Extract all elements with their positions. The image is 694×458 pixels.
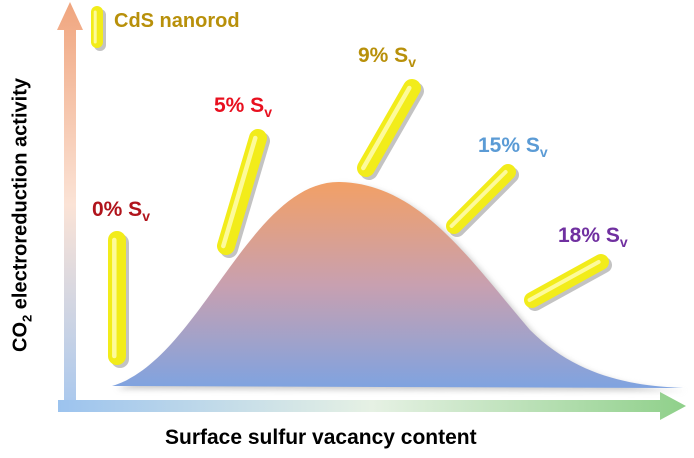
sample-label-subscript: v	[539, 144, 548, 161]
sample-label: 18% Sv	[558, 224, 628, 250]
sample-label: 15% Sv	[478, 134, 548, 160]
sample-label: 0% Sv	[92, 198, 150, 224]
y-axis-arrow	[57, 2, 83, 408]
sample-label-subscript: v	[264, 104, 272, 121]
y-axis-label: CO2 electroreduction activity	[10, 78, 35, 352]
sample-label-text: 9% S	[358, 44, 409, 67]
rod-9-nanorod	[357, 79, 421, 177]
sample-label-subscript: v	[619, 234, 628, 251]
sample-label: 5% Sv	[214, 94, 272, 120]
rod-5-nanorod	[217, 129, 267, 255]
y-label-prefix: CO	[9, 321, 32, 352]
x-axis-label: Surface sulfur vacancy content	[165, 426, 477, 449]
sample-label-text: 5% S	[214, 94, 265, 117]
legend: CdS nanorod	[114, 10, 240, 33]
legend-label: CdS nanorod	[114, 10, 240, 32]
sample-label-text: 15% S	[478, 134, 540, 157]
y-label-rest: electroreduction activity	[9, 78, 32, 315]
sample-label-text: 18% S	[558, 224, 620, 247]
y-label-subscript: 2	[19, 314, 35, 322]
x-axis-arrow	[58, 392, 686, 420]
sample-label-subscript: v	[408, 54, 416, 71]
sample-label: 9% Sv	[358, 44, 416, 70]
sample-label-text: 0% S	[92, 198, 143, 221]
sample-label-subscript: v	[142, 208, 150, 225]
activity-curve	[112, 181, 684, 388]
